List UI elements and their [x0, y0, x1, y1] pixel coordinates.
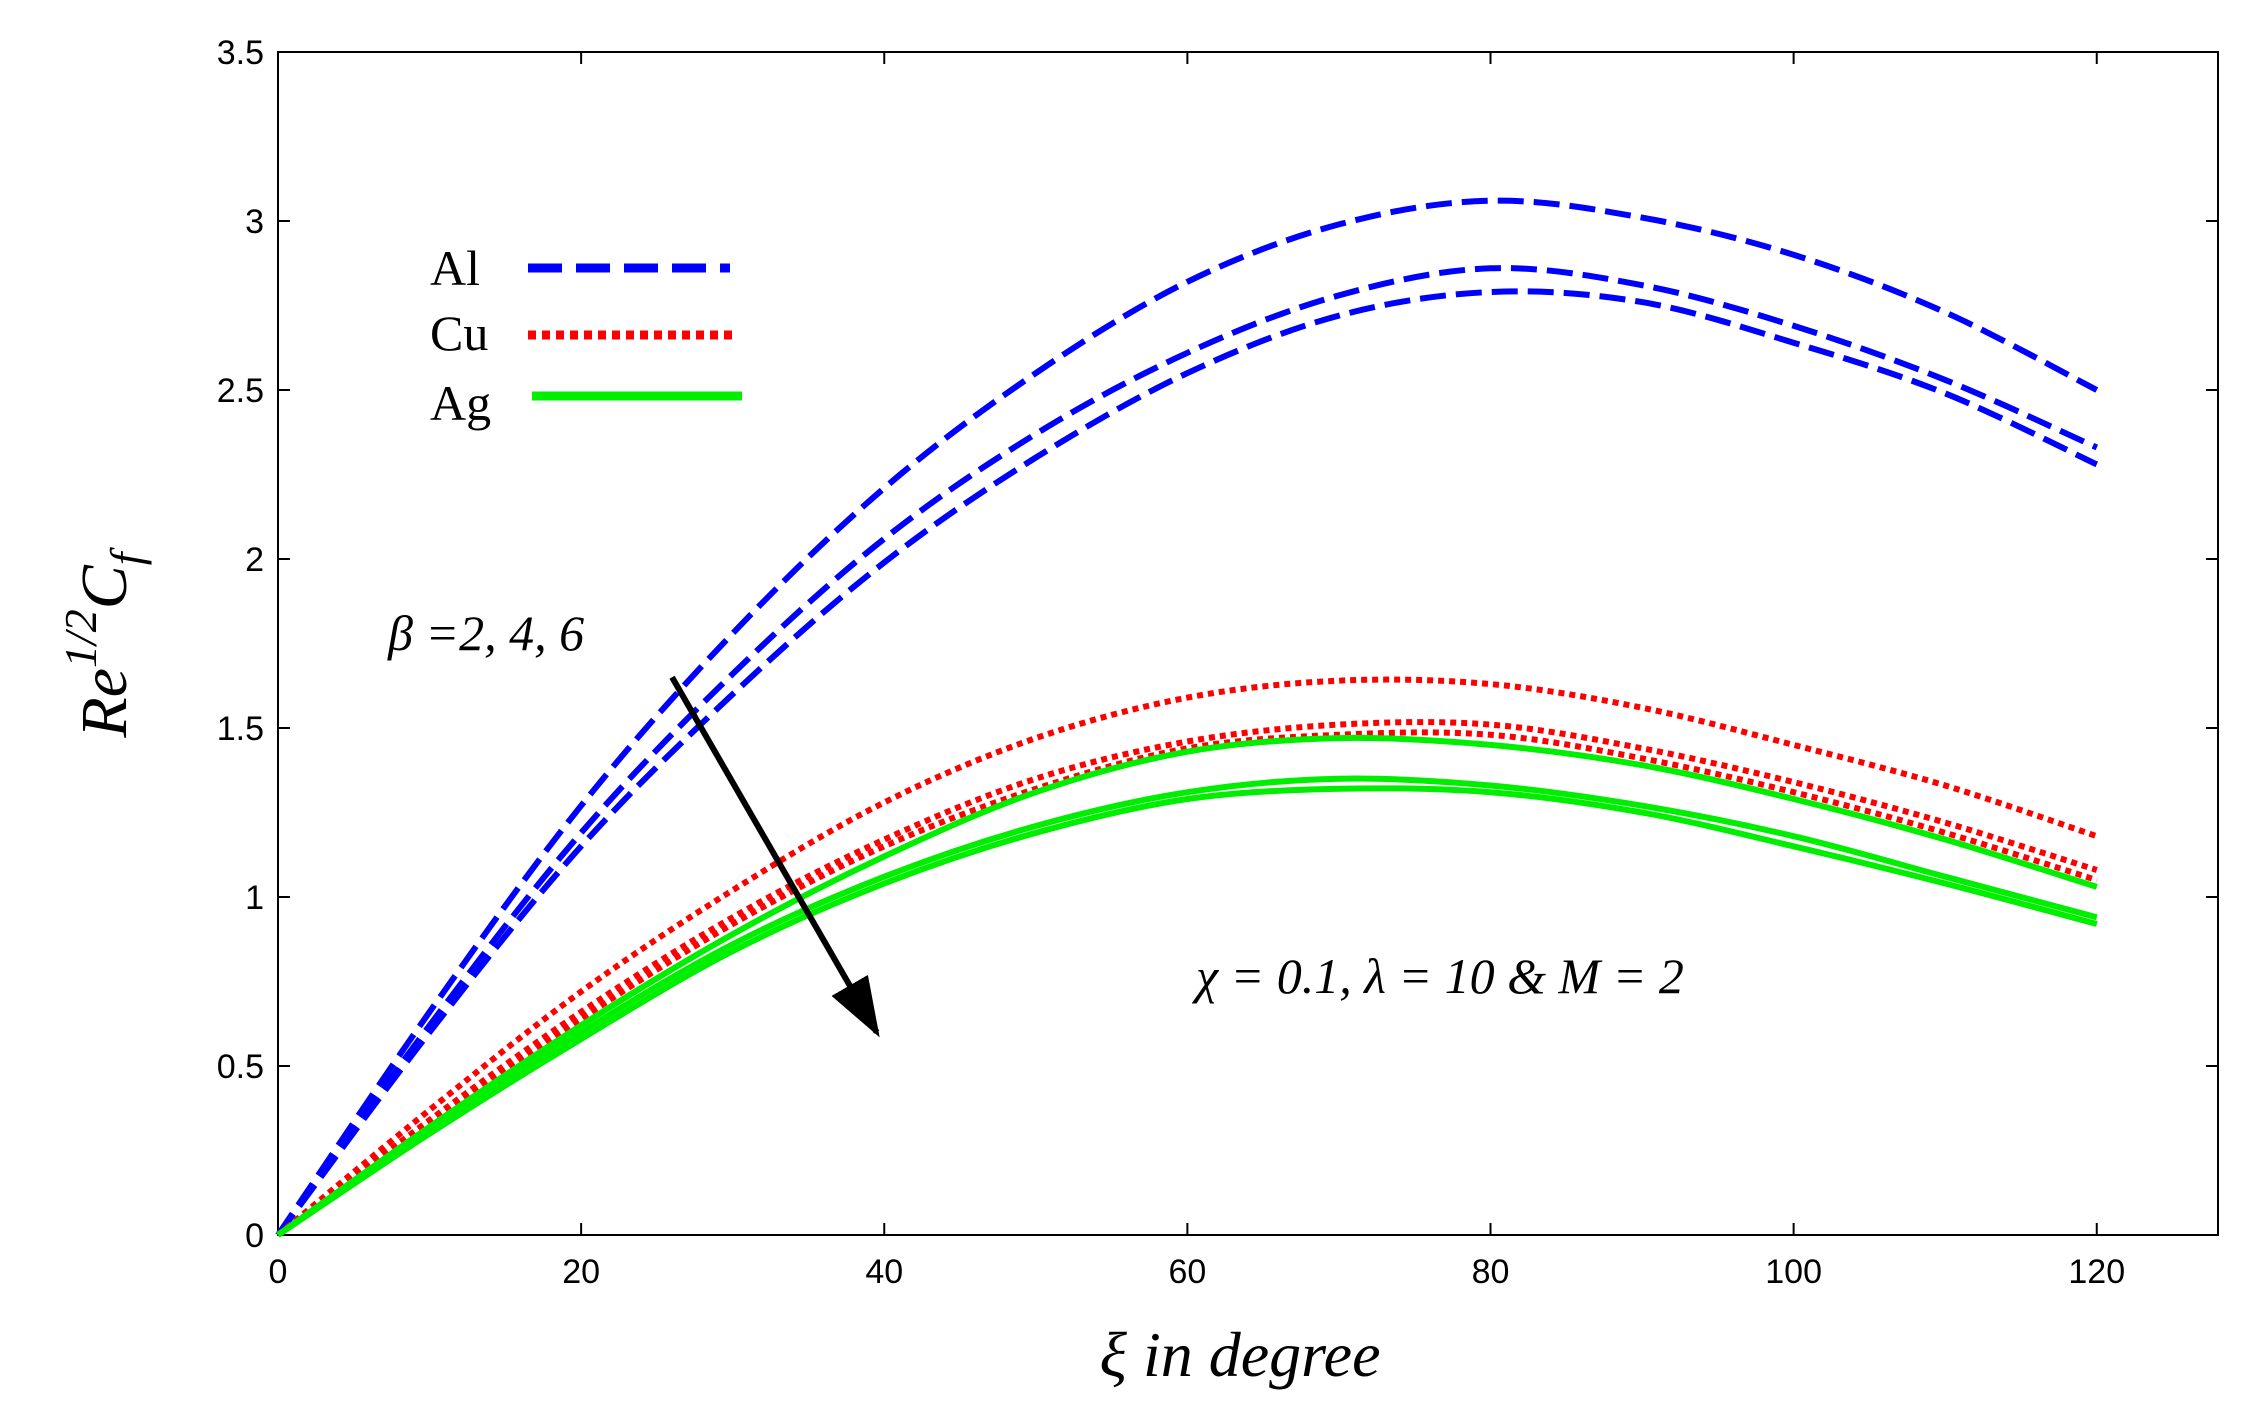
chi-symbol: χ: [1192, 948, 1220, 1004]
series-line-ag-beta-2: [276, 734, 2098, 1238]
y-tick-label: 2: [245, 541, 264, 579]
x-tick-label: 40: [865, 1253, 903, 1291]
y-axis-label: Re1/2Cf: [55, 546, 152, 738]
y-tick-label: 2.5: [217, 372, 264, 410]
plot-frame: [277, 51, 2219, 1236]
beta-symbol: β: [387, 605, 413, 661]
x-tick-label: 100: [1765, 1253, 1822, 1291]
x-tick-label: 20: [562, 1253, 600, 1291]
series-line-al-beta-2: [275, 197, 2099, 1237]
x-axis-label: ξ in degree: [1100, 1319, 1381, 1390]
legend-label-cu: Cu: [430, 305, 488, 361]
series-line-cu-beta-6: [276, 729, 2098, 1238]
x-tick-label: 60: [1168, 1253, 1206, 1291]
x-tick-label: 0: [269, 1253, 288, 1291]
chi-value: = 0.1,: [1218, 948, 1364, 1004]
series-line-cu-beta-2: [276, 676, 2098, 1238]
x-tick-label: 120: [2068, 1253, 2125, 1291]
series-line-ag-beta-4: [276, 775, 2098, 1238]
series-line-ag-beta-6: [276, 785, 2098, 1238]
y-tick-label: 1: [245, 879, 264, 917]
y-axis-label-symbol: C: [68, 564, 141, 609]
y-tick-label: 1.5: [217, 710, 264, 748]
y-tick-label: 0.5: [217, 1048, 264, 1086]
y-axis-label-base: Re: [68, 668, 141, 739]
beta-values: =2, 4, 6: [413, 605, 584, 661]
lambda-symbol: λ: [1362, 948, 1386, 1004]
beta-annotation: β =2, 4, 6: [387, 605, 584, 661]
y-tick-label: 3: [245, 203, 264, 241]
legend-label-ag: Ag: [430, 375, 491, 431]
lambda-value: = 10 & M = 2: [1386, 948, 1684, 1004]
series-line-al-beta-6: [275, 288, 2099, 1237]
y-tick-label: 0: [245, 1217, 264, 1255]
series-line-al-beta-4: [275, 265, 2099, 1237]
beta-arrow: [669, 675, 880, 1038]
x-tick-label: 80: [1472, 1253, 1510, 1291]
parameter-annotation: χ = 0.1, λ = 10 & M = 2: [1192, 948, 1684, 1004]
y-axis-label-exponent: 1/2: [55, 609, 106, 668]
legend: Al Cu Ag: [430, 240, 742, 431]
series-group: [275, 197, 2099, 1238]
y-axis-label-subscript: f: [101, 546, 152, 565]
axis-ticks: 0 20 40 60 80 100 120 0 0.5 1 1.5 2 2.5 3 3.5: [217, 34, 2218, 1291]
y-tick-label: 3.5: [217, 34, 264, 72]
legend-label-al: Al: [430, 240, 480, 296]
